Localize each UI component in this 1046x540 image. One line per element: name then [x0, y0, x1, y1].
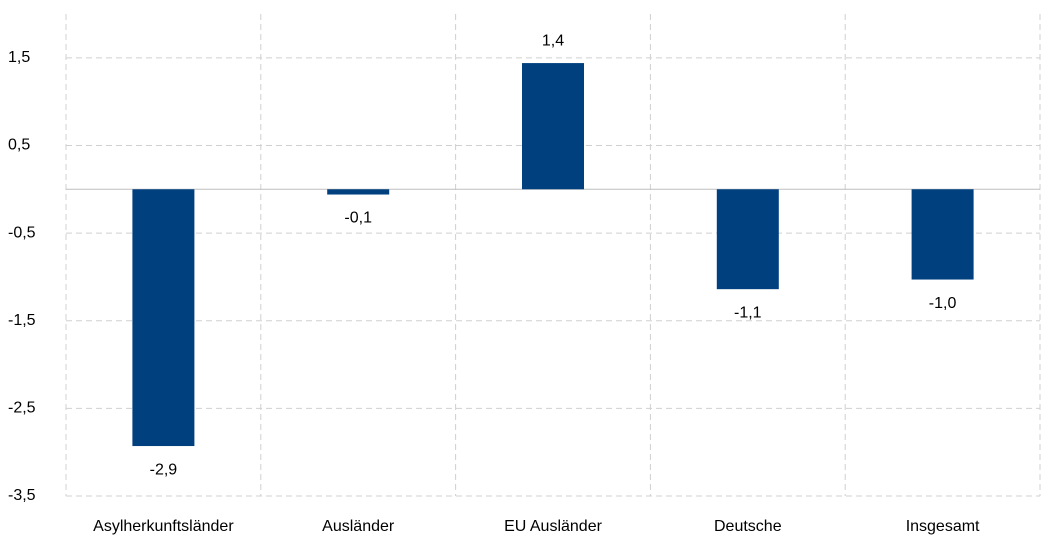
y-tick-label: -0,5	[8, 224, 36, 241]
value-label: -1,0	[929, 295, 957, 312]
bar	[716, 189, 779, 290]
x-tick-label: Asylherkunftsländer	[93, 518, 234, 535]
value-label: -0,1	[344, 210, 372, 227]
y-tick-label: 0,5	[8, 137, 30, 154]
bar	[327, 189, 390, 195]
y-tick-label: -3,5	[8, 487, 36, 504]
y-tick-label: -2,5	[8, 400, 36, 417]
x-tick-label: Ausländer	[322, 518, 395, 535]
value-label: -1,1	[734, 304, 762, 321]
y-tick-label: -1,5	[8, 312, 36, 329]
x-tick-label: Insgesamt	[906, 518, 980, 535]
bar	[522, 63, 584, 190]
x-tick-label: Deutsche	[714, 518, 782, 535]
value-label: -2,9	[150, 461, 178, 478]
bar	[911, 189, 974, 280]
y-tick-label: 1,5	[8, 49, 30, 66]
x-tick-label: EU Ausländer	[504, 518, 603, 535]
value-label: 1,4	[542, 32, 564, 49]
bar	[132, 189, 195, 447]
